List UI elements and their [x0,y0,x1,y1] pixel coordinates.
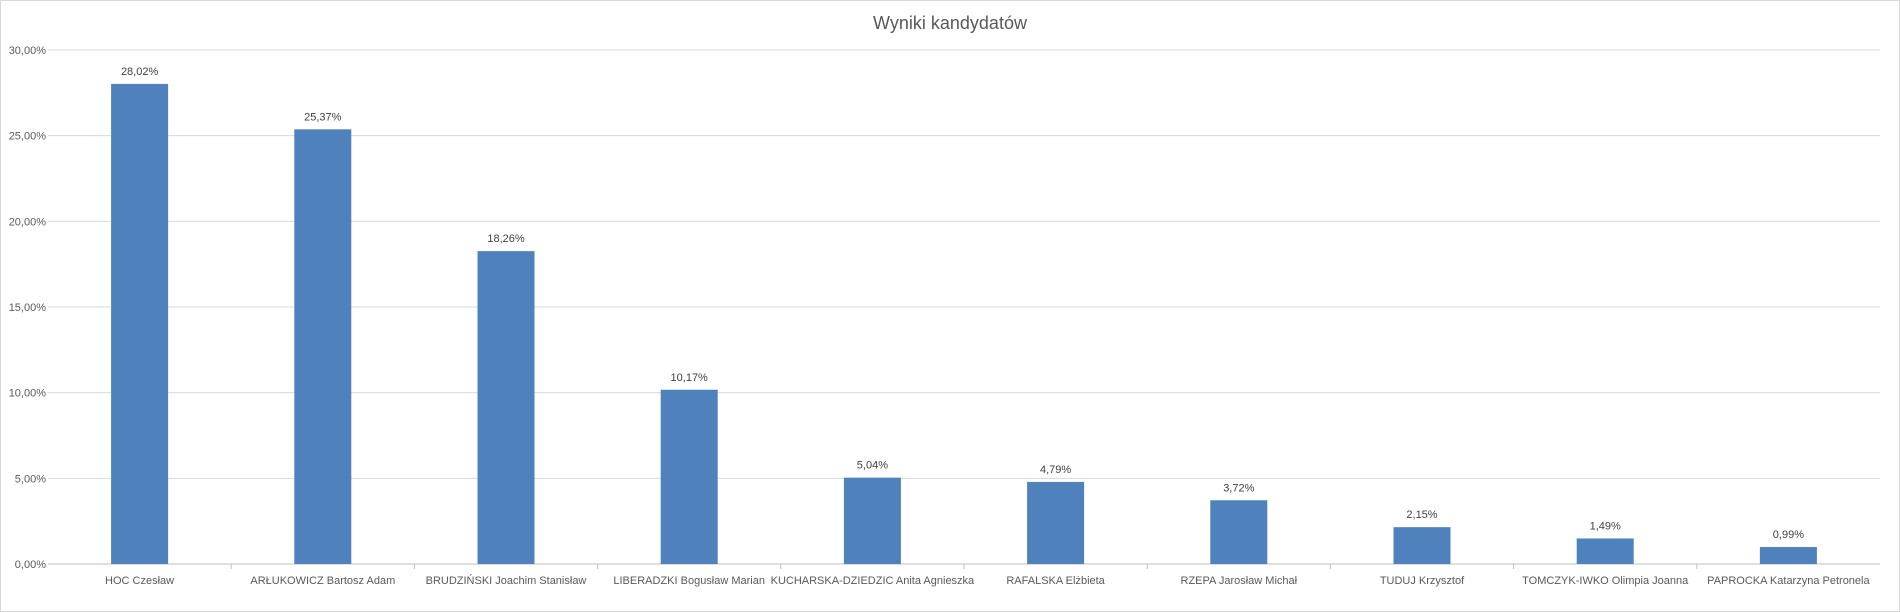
category-label: TOMCZYK-IWKO Olimpia Joanna [1522,575,1689,587]
bars [111,83,1817,565]
data-label: 10,17% [671,372,709,384]
y-tick-label: 5,00% [15,473,46,485]
bar [1576,538,1634,564]
bar [1759,547,1817,564]
data-label: 18,26% [487,233,525,245]
y-tick-label: 10,00% [9,388,47,400]
category-label: BRUDZIŃSKI Joachim Stanisław [426,574,587,587]
bar [1393,527,1451,564]
bar [1027,481,1085,564]
data-label: 2,15% [1406,509,1437,521]
bar [1210,500,1268,564]
y-tick-label: 20,00% [9,216,47,228]
data-labels: 28,02% 25,37% 18,26% 10,17% 5,04% 4,79% 3,72% 2… [121,66,1804,541]
data-label: 5,04% [857,460,888,472]
chart-title: Wyniki kandydatów [873,13,1028,33]
bar [111,83,169,564]
category-label: LIBERADZKI Bogusław Marian [613,575,765,587]
y-tick-label: 0,00% [15,559,46,571]
gridlines [48,49,1880,565]
category-label: KUCHARSKA-DZIEDZIC Anita Agnieszka [771,575,975,587]
y-tick-label: 30,00% [9,45,47,57]
data-label: 3,72% [1223,482,1254,494]
category-label: PAPROCKA Katarzyna Petronela [1707,575,1870,587]
category-label: HOC Czesław [105,575,174,587]
y-tick-label: 15,00% [9,302,47,314]
y-axis-ticks: 0,00% 5,00% 10,00% 15,00% 20,00% 25,00% 30,00% [9,45,47,571]
data-label: 25,37% [304,111,342,123]
category-label: ARŁUKOWICZ Bartosz Adam [250,575,395,587]
data-label: 4,79% [1040,464,1071,476]
bar [660,389,718,564]
category-label: TUDUJ Krzysztof [1380,575,1465,587]
data-label: 0,99% [1773,529,1804,541]
x-axis-categories: HOC Czesław ARŁUKOWICZ Bartosz Adam BRUDZI… [105,564,1870,587]
bar [294,129,352,564]
category-label: RZEPA Jarosław Michał [1181,575,1298,587]
category-label: RAFALSKA Elżbieta [1006,575,1105,587]
bar [843,477,901,564]
data-label: 1,49% [1590,520,1621,532]
data-label: 28,02% [121,66,159,78]
bar [477,251,535,565]
y-tick-label: 25,00% [9,131,47,143]
